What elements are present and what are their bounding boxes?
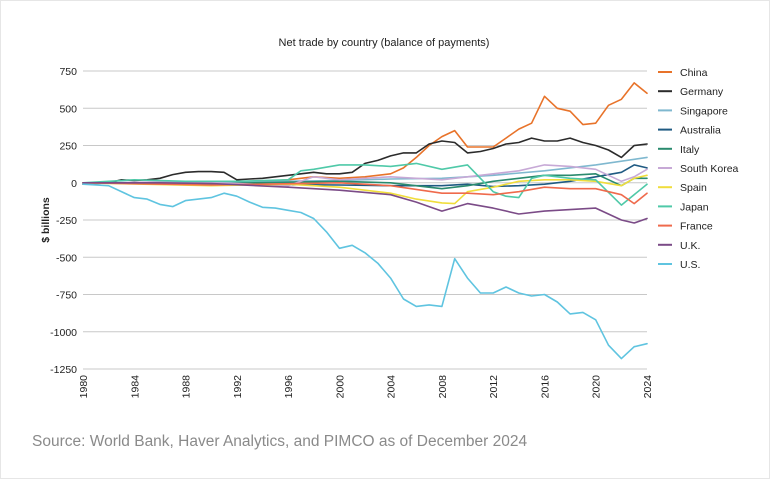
legend-label: Germany [680,86,724,98]
legend-label: South Korea [680,163,739,175]
x-tick-label: 2020 [591,375,603,399]
series-lines [82,82,648,360]
gridlines [83,70,647,370]
legend-label: Australia [680,125,721,137]
x-tick-label: 2016 [539,375,551,399]
legend: China Germany Singapore Australia Italy South… [658,67,739,271]
x-tick-label: 2004 [386,375,398,399]
x-tick-label: 1980 [78,375,90,399]
line-chart: Net trade by country (balance of payment… [40,37,739,399]
y-tick-label: 500 [59,103,77,115]
source-note: Source: World Bank, Haver Analytics, and… [32,433,528,450]
series-line-u-s [82,183,648,360]
legend-label: China [680,67,708,79]
legend-label: Italy [680,144,700,156]
chart-title: Net trade by country (balance of payment… [279,37,490,49]
x-tick-label: 1988 [181,375,193,399]
legend-label: Singapore [680,105,728,117]
legend-label: Spain [680,182,707,194]
legend-label: U.K. [680,240,700,252]
x-tick-label: 2008 [437,375,449,399]
x-tick-label: 2024 [642,375,654,399]
series-line-spain [82,174,648,205]
y-axis-ticks: 750 500 250 0 -250 -500 -750 -1000 -1250 [50,66,77,376]
y-tick-label: -1250 [50,364,77,376]
x-tick-label: 1996 [283,375,295,399]
series-line-japan [82,162,648,206]
x-tick-label: 1984 [129,375,141,399]
y-tick-label: -750 [56,290,77,302]
legend-label: U.S. [680,259,700,271]
legend-label: Japan [680,201,709,213]
y-tick-label: 0 [71,178,77,190]
x-tick-label: 2000 [334,375,346,399]
series-line-france [82,182,648,205]
x-tick-label: 1992 [232,375,244,399]
x-tick-label: 2012 [488,375,500,399]
series-line-germany [82,137,648,185]
series-line-italy [82,173,648,190]
y-tick-label: 750 [59,66,77,78]
y-axis-label: $ billions [40,197,52,243]
y-tick-label: -250 [56,215,77,227]
series-line-u-k [82,182,648,224]
y-tick-label: 250 [59,141,77,153]
x-axis-ticks: 1980 1984 1988 1992 1996 2000 2004 2008 2012 2016… [78,375,654,399]
y-tick-label: -500 [56,252,77,264]
legend-label: France [680,221,713,233]
y-tick-label: -1000 [50,327,77,339]
series-line-australia [82,164,648,188]
